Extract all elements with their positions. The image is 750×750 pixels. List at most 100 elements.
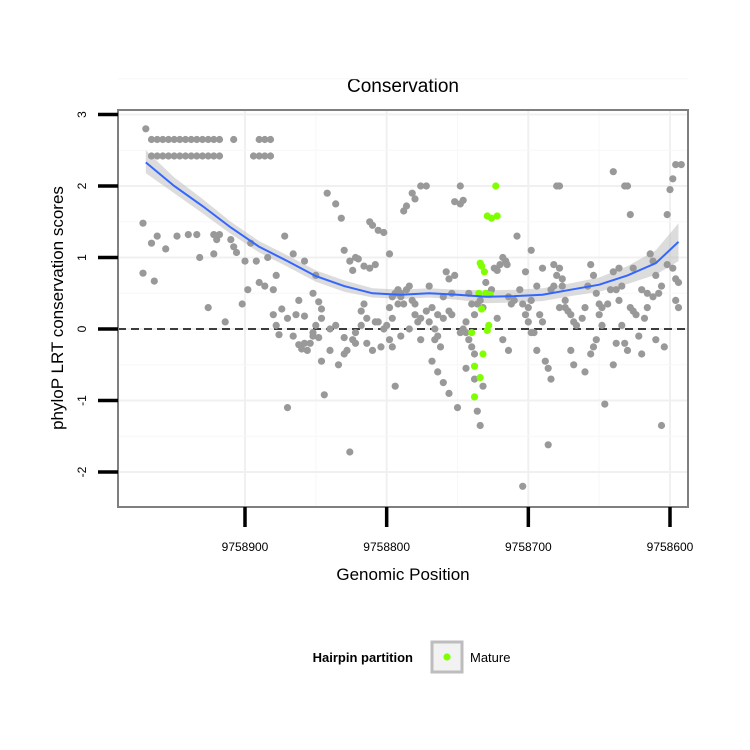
- data-point-133: [434, 311, 442, 319]
- data-point-351: [669, 175, 677, 183]
- y-axis: -2 -1 0 1 2 3: [75, 111, 118, 477]
- data-point-174: [533, 346, 541, 354]
- data-point-87: [315, 334, 323, 342]
- data-point-26: [193, 152, 201, 160]
- data-point-10: [198, 135, 207, 144]
- data-point-221: [609, 361, 617, 369]
- y-tick-label-5: 3: [75, 111, 89, 118]
- data-point-94: [351, 329, 360, 337]
- data-point-54: [269, 311, 277, 319]
- data-point-17: [266, 135, 275, 144]
- data-point-130: [422, 182, 430, 190]
- data-point-123: [394, 300, 402, 308]
- data-point-39: [173, 232, 181, 240]
- data-point-265: [425, 318, 433, 326]
- data-point-79: [349, 266, 357, 274]
- data-point-129: [417, 182, 425, 190]
- data-point-258: [371, 318, 379, 326]
- data-point-349: [503, 261, 511, 269]
- data-point-89: [326, 325, 334, 333]
- data-point-216: [618, 321, 626, 329]
- data-point-233: [643, 304, 651, 312]
- data-point-53: [269, 286, 277, 294]
- data-point-132: [431, 325, 439, 333]
- data-point-291: [317, 357, 326, 365]
- data-point-36: [147, 239, 156, 247]
- data-point-25: [187, 152, 195, 160]
- data-point-0: [142, 125, 150, 133]
- data-point-191: [558, 275, 566, 283]
- data-point-74: [323, 189, 331, 197]
- data-point-113: [400, 300, 408, 308]
- data-point-96: [363, 314, 371, 322]
- data-point-24: [181, 152, 190, 160]
- data-point-18: [147, 152, 156, 160]
- data-point-223: [615, 264, 623, 272]
- data-point-195: [572, 321, 581, 329]
- data-point-290: [326, 346, 334, 354]
- data-point-238: [652, 336, 660, 344]
- data-point-284: [504, 346, 513, 354]
- mature-point-14: [479, 350, 487, 358]
- data-point-214: [612, 286, 620, 294]
- data-point-30: [215, 152, 224, 160]
- data-point-50: [244, 286, 252, 294]
- data-point-38: [162, 245, 170, 253]
- y-tick-label-4: 2: [75, 182, 89, 189]
- data-point-353: [677, 161, 685, 169]
- data-point-117: [411, 311, 419, 319]
- data-point-149: [468, 343, 476, 351]
- data-point-181: [553, 271, 561, 279]
- data-point-126: [402, 202, 411, 210]
- legend-title: Hairpin partition: [313, 650, 413, 665]
- data-point-183: [558, 282, 566, 290]
- data-point-99: [374, 226, 382, 234]
- data-point-239: [657, 421, 666, 430]
- data-point-228: [629, 264, 637, 272]
- data-point-212: [606, 286, 615, 294]
- mature-point-10: [478, 305, 486, 313]
- data-point-140: [436, 343, 445, 351]
- mature-point-3: [483, 212, 491, 220]
- data-point-285: [510, 296, 518, 304]
- data-point-6: [176, 135, 184, 144]
- data-point-138: [425, 282, 433, 290]
- data-point-271: [473, 300, 481, 308]
- data-point-48: [210, 250, 218, 258]
- data-point-55: [272, 321, 280, 329]
- data-point-231: [638, 350, 646, 358]
- data-point-230: [635, 332, 643, 340]
- mature-point-13: [468, 329, 476, 337]
- mature-points: [468, 182, 501, 401]
- data-point-37: [153, 232, 161, 240]
- data-point-15: [255, 135, 263, 144]
- data-point-52: [261, 282, 269, 290]
- data-point-77: [340, 246, 348, 254]
- data-point-128: [411, 195, 419, 203]
- smooth-line: [145, 161, 680, 298]
- data-point-278: [470, 375, 479, 383]
- data-point-352: [672, 161, 680, 169]
- data-point-29: [210, 152, 218, 160]
- chart-title: Conservation: [347, 76, 459, 97]
- data-point-65: [312, 321, 320, 329]
- data-point-69: [289, 250, 297, 258]
- data-point-257: [360, 300, 368, 308]
- data-point-179: [547, 375, 555, 383]
- data-point-4: [164, 135, 173, 144]
- data-point-155: [459, 196, 467, 204]
- data-point-19: [153, 152, 161, 160]
- data-point-90: [332, 321, 340, 329]
- data-point-144: [451, 271, 459, 279]
- data-point-101: [385, 250, 394, 258]
- data-point-148: [465, 336, 473, 344]
- plot-panel: [117, 78, 689, 508]
- data-point-210: [601, 400, 609, 408]
- data-point-298: [255, 278, 263, 287]
- data-point-84: [371, 261, 379, 269]
- data-point-175: [536, 311, 544, 319]
- data-point-141: [442, 268, 450, 276]
- mature-point-15: [470, 362, 479, 370]
- data-point-169: [513, 232, 521, 240]
- data-point-209: [598, 304, 606, 312]
